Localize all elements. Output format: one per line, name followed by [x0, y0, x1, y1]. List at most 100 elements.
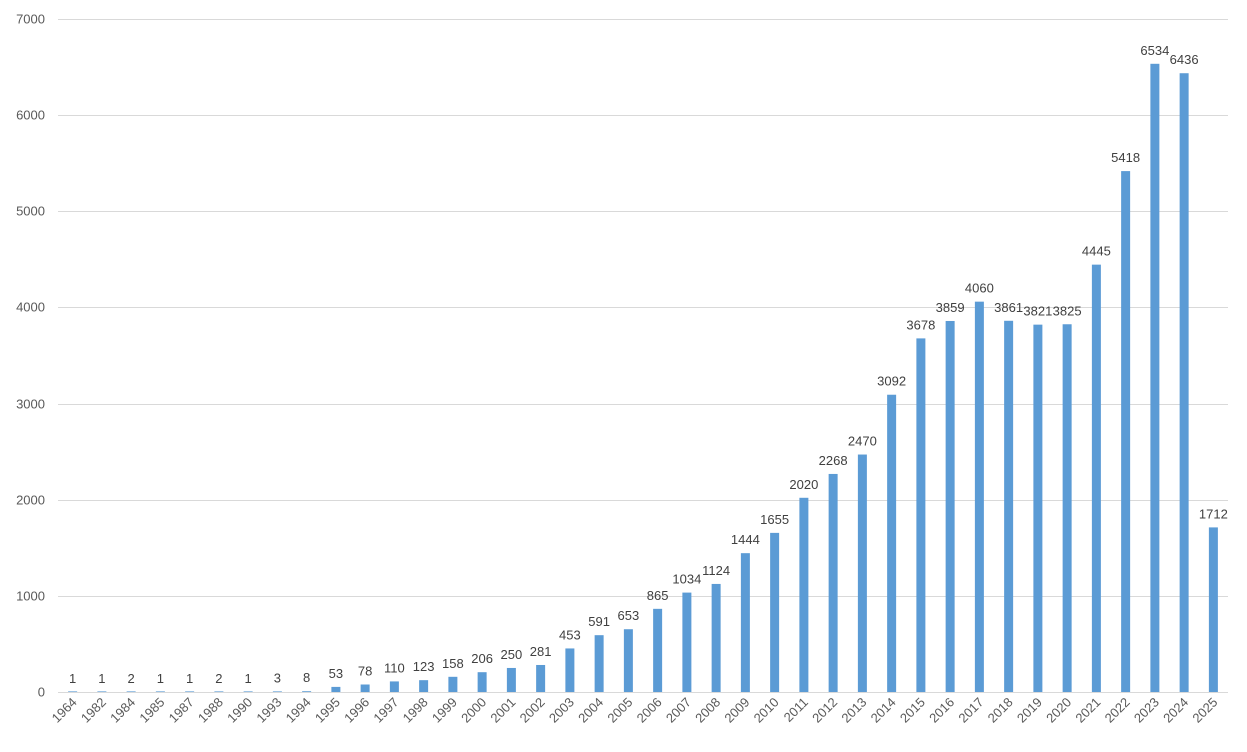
- bar: [653, 608, 663, 692]
- bar: [945, 320, 955, 692]
- data-label: 2: [215, 671, 222, 686]
- data-label: 653: [618, 608, 640, 623]
- x-tick-label: 2004: [575, 695, 606, 726]
- data-label: 3821: [1023, 304, 1052, 319]
- bar: [1179, 73, 1189, 693]
- data-label: 1034: [672, 572, 701, 587]
- data-label: 110: [384, 660, 405, 675]
- data-label: 2: [128, 671, 135, 686]
- data-label: 6534: [1140, 43, 1169, 58]
- y-tick-label: 6000: [16, 108, 45, 123]
- bar: [448, 676, 458, 692]
- data-label: 865: [647, 588, 669, 603]
- bar: [331, 686, 341, 692]
- y-tick-label: 3000: [16, 397, 45, 412]
- bar: [887, 394, 897, 692]
- bar: [302, 691, 312, 692]
- x-tick-label: 2005: [604, 695, 635, 726]
- bar: [711, 583, 721, 692]
- data-label: 1444: [731, 532, 760, 547]
- y-axis-ticks: 0 1000 2000 3000 4000 5000 6000 7000: [16, 12, 45, 700]
- bar: [360, 684, 370, 692]
- x-tick-label: 1990: [224, 695, 255, 726]
- data-label: 1: [186, 671, 193, 686]
- x-tick-label: 2012: [809, 695, 840, 726]
- x-tick-label: 2018: [985, 695, 1016, 726]
- data-label: 4060: [965, 281, 994, 296]
- data-label: 8: [303, 670, 310, 685]
- bar: [536, 664, 546, 692]
- bar: [1004, 320, 1014, 692]
- bar: [185, 691, 195, 692]
- data-label: 78: [358, 664, 372, 679]
- bar: [770, 532, 780, 692]
- bar: [97, 691, 107, 692]
- data-label: 281: [530, 644, 552, 659]
- x-tick-label: 2010: [751, 695, 782, 726]
- bar: [419, 680, 429, 692]
- bar: [565, 648, 575, 692]
- bar: [1062, 324, 1072, 692]
- x-tick-label: 2015: [897, 695, 928, 726]
- x-tick-label: 2020: [1043, 695, 1074, 726]
- bar: [477, 672, 487, 692]
- bar: [740, 553, 750, 692]
- x-tick-label: 2011: [781, 695, 811, 725]
- bar: [272, 691, 282, 692]
- bars: [68, 63, 1218, 693]
- data-label: 453: [559, 627, 581, 642]
- bar: [682, 592, 692, 692]
- data-label: 3861: [994, 300, 1023, 315]
- x-tick-label: 1984: [107, 695, 138, 726]
- bar: [623, 629, 633, 692]
- bar: [1033, 324, 1043, 692]
- bar: [506, 667, 516, 692]
- x-tick-label: 2000: [458, 695, 489, 726]
- bar: [214, 691, 224, 692]
- data-label: 591: [588, 614, 610, 629]
- x-tick-label: 1988: [195, 695, 226, 726]
- bar: [1091, 264, 1101, 692]
- data-label: 3825: [1053, 303, 1082, 318]
- y-tick-label: 5000: [16, 204, 45, 219]
- x-tick-label: 1995: [312, 695, 343, 726]
- x-tick-label: 1993: [253, 695, 284, 726]
- x-tick-label: 2024: [1160, 695, 1191, 726]
- data-label: 4445: [1082, 244, 1111, 259]
- x-tick-label: 1985: [136, 695, 167, 726]
- x-tick-label: 2023: [1131, 695, 1162, 726]
- x-tick-label: 2003: [546, 695, 577, 726]
- x-axis-ticks: 1964198219841985198719881990199319941995…: [49, 695, 1221, 726]
- data-label: 2268: [819, 453, 848, 468]
- x-tick-label: 1998: [400, 695, 431, 726]
- data-label: 6436: [1170, 52, 1199, 67]
- data-label: 1: [69, 671, 76, 686]
- bar: [1208, 527, 1218, 692]
- y-tick-label: 7000: [16, 12, 45, 27]
- data-label: 1: [245, 671, 252, 686]
- data-label: 250: [501, 647, 523, 662]
- x-tick-label: 1994: [283, 695, 314, 726]
- data-label: 1124: [702, 563, 730, 578]
- data-label: 206: [471, 651, 493, 666]
- x-tick-label: 2002: [517, 695, 548, 726]
- bar: [857, 454, 867, 692]
- data-label: 3092: [877, 374, 906, 389]
- x-tick-label: 2007: [663, 695, 694, 726]
- bar: [68, 691, 78, 692]
- bar: [1121, 171, 1131, 693]
- bar: [243, 691, 253, 692]
- data-label: 3: [274, 671, 281, 686]
- x-tick-label: 2013: [838, 695, 869, 726]
- bar: [828, 473, 838, 692]
- x-tick-label: 2019: [1014, 695, 1045, 726]
- x-tick-label: 2021: [1072, 695, 1103, 726]
- data-label: 1: [98, 671, 105, 686]
- data-label: 53: [329, 666, 343, 681]
- bar: [594, 635, 604, 692]
- bar: [974, 301, 984, 692]
- x-tick-label: 1964: [49, 695, 80, 726]
- data-label: 3678: [906, 317, 935, 332]
- bar: [126, 691, 136, 692]
- x-tick-label: 1996: [341, 695, 372, 726]
